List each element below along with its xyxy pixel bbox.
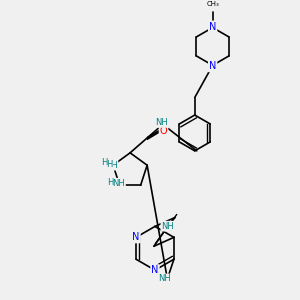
Text: N: N: [209, 61, 216, 71]
Text: NH: NH: [105, 161, 118, 170]
Text: CH₃: CH₃: [206, 1, 219, 7]
Text: NH: NH: [156, 118, 168, 127]
Text: N: N: [151, 265, 159, 275]
Text: H: H: [113, 181, 120, 190]
Text: NH: NH: [158, 274, 171, 284]
Text: N: N: [209, 22, 216, 32]
Text: NH: NH: [161, 222, 174, 231]
Text: H: H: [106, 160, 112, 169]
Text: N: N: [132, 232, 140, 242]
Text: H: H: [101, 158, 107, 167]
Text: NH: NH: [112, 179, 125, 188]
Text: O: O: [160, 126, 167, 136]
Text: H: H: [107, 178, 114, 187]
